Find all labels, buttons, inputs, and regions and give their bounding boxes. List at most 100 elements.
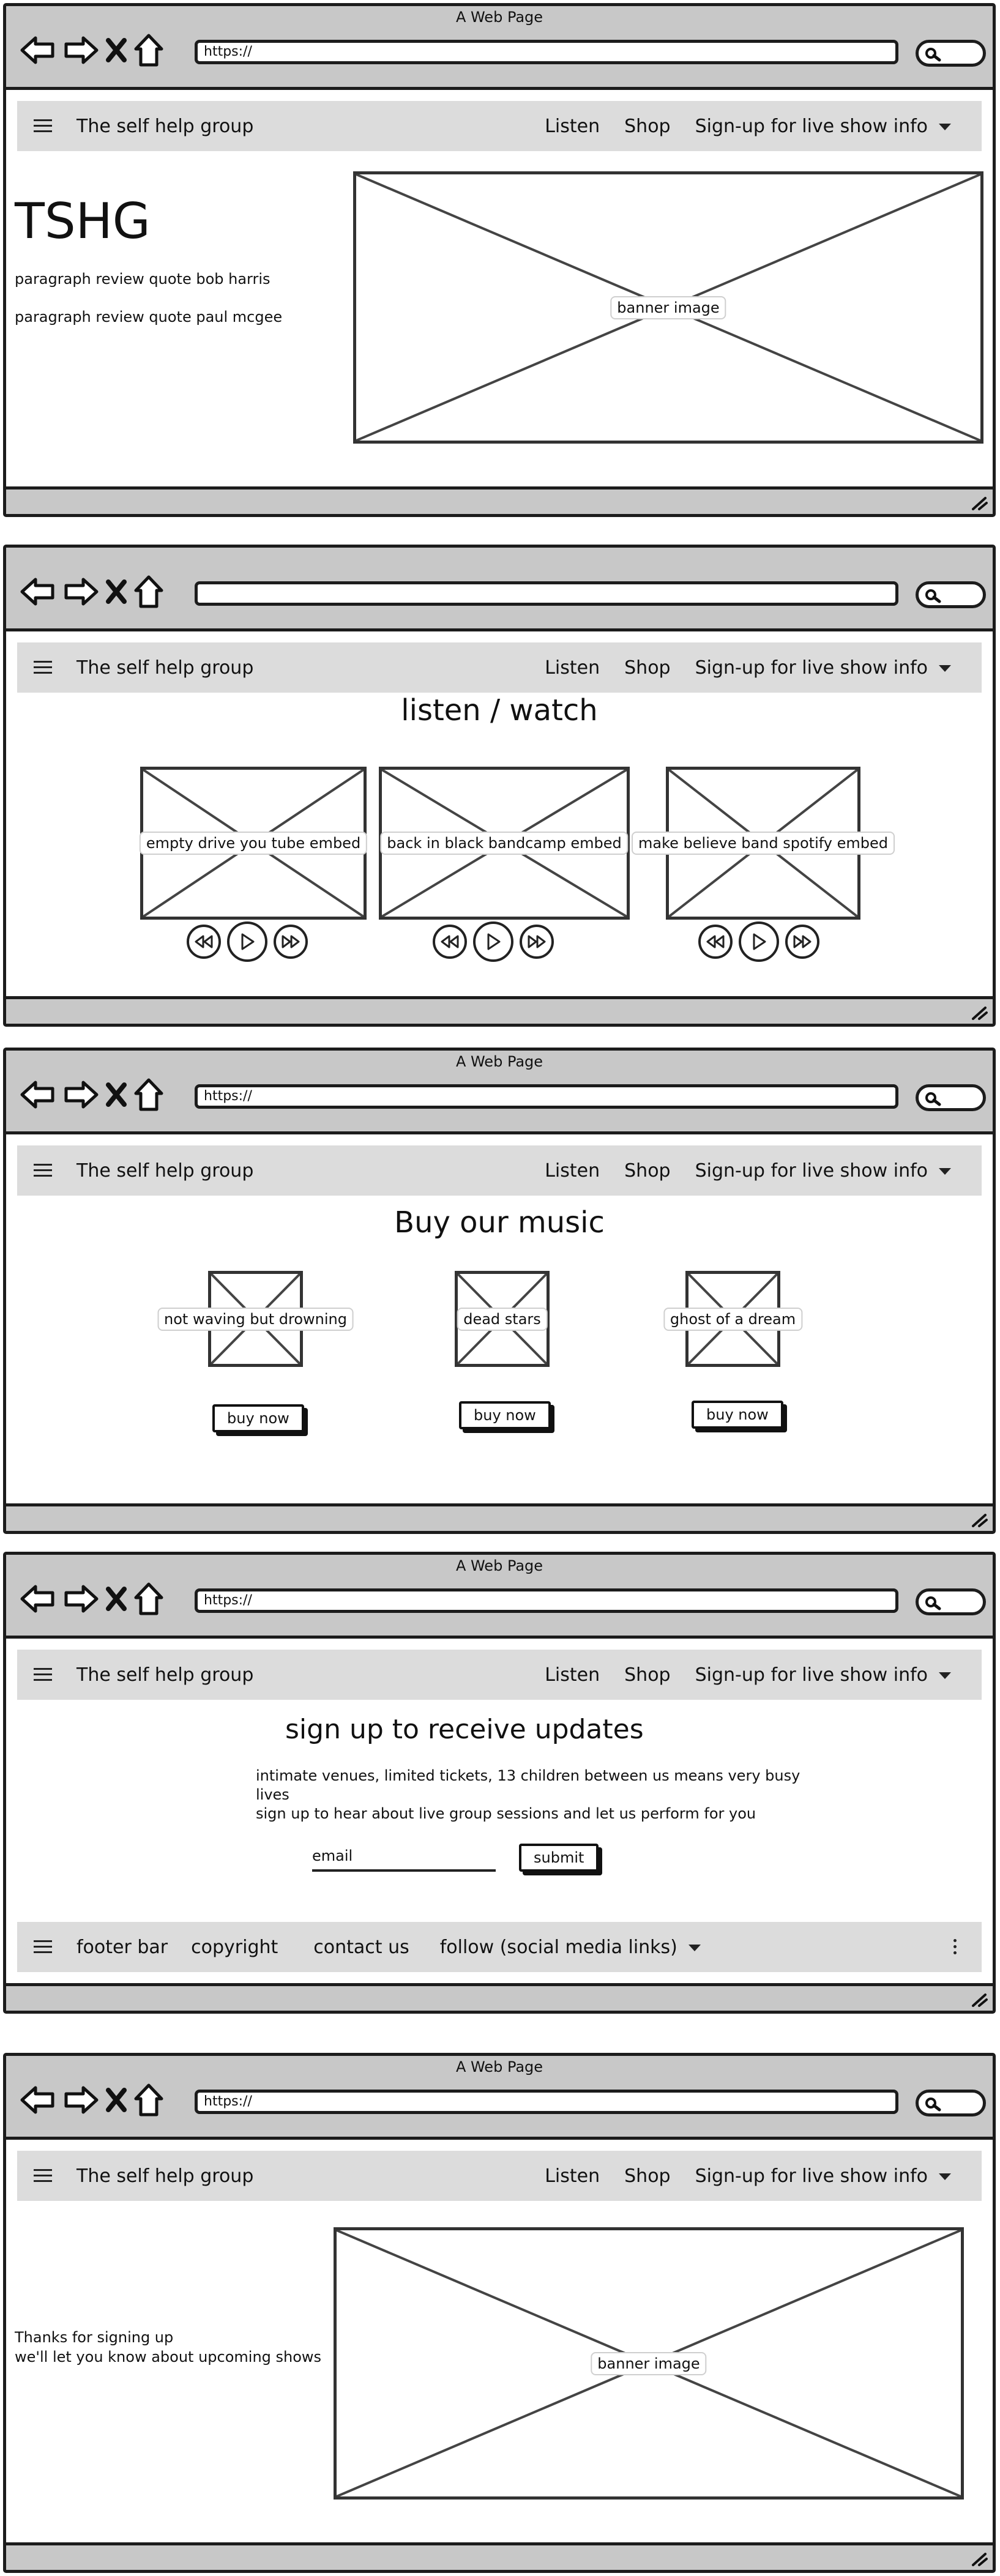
product-title: dead stars bbox=[457, 1307, 548, 1331]
close-icon[interactable] bbox=[105, 2086, 127, 2113]
back-arrow-icon[interactable] bbox=[20, 1584, 56, 1614]
nav-dropdown-label: Sign-up for live show info bbox=[695, 657, 928, 679]
section-heading: listen / watch bbox=[401, 693, 598, 728]
site-brand[interactable]: The self help group bbox=[76, 2165, 254, 2187]
site-brand[interactable]: The self help group bbox=[76, 1664, 254, 1686]
hamburger-menu-icon[interactable] bbox=[34, 119, 52, 133]
fast-forward-button[interactable] bbox=[785, 925, 819, 959]
forward-arrow-icon[interactable] bbox=[62, 2085, 99, 2115]
forward-arrow-icon[interactable] bbox=[62, 1584, 99, 1614]
address-bar[interactable]: https:// bbox=[195, 1588, 898, 1613]
play-icon bbox=[487, 933, 501, 950]
nav-dropdown-signup[interactable]: Sign-up for live show info bbox=[695, 116, 951, 137]
nav-link-listen[interactable]: Listen bbox=[545, 115, 600, 137]
buy-now-button[interactable]: buy now bbox=[212, 1404, 304, 1432]
youtube-embed[interactable]: empty drive you tube embed bbox=[139, 767, 368, 920]
nav-link-listen[interactable]: Listen bbox=[545, 1160, 600, 1182]
resize-grip-icon[interactable] bbox=[969, 1513, 988, 1527]
nav-link-shop[interactable]: Shop bbox=[624, 115, 671, 137]
rewind-button[interactable] bbox=[698, 925, 733, 959]
fast-forward-button[interactable] bbox=[520, 925, 554, 959]
nav-link-listen[interactable]: Listen bbox=[545, 657, 600, 679]
home-icon[interactable] bbox=[133, 1078, 164, 1112]
home-icon[interactable] bbox=[133, 33, 164, 67]
close-icon[interactable] bbox=[105, 578, 127, 605]
rewind-button[interactable] bbox=[187, 925, 221, 959]
nav-link-listen[interactable]: Listen bbox=[545, 2165, 600, 2187]
nav-dropdown-label: Sign-up for live show info bbox=[695, 115, 928, 137]
address-bar[interactable]: https:// bbox=[195, 1084, 898, 1109]
nav-dropdown-signup[interactable]: Sign-up for live show info bbox=[695, 657, 951, 679]
site-brand[interactable]: The self help group bbox=[76, 657, 254, 679]
nav-link-shop[interactable]: Shop bbox=[624, 657, 671, 679]
home-icon[interactable] bbox=[133, 575, 164, 609]
review-quote-paul-mcgee: paragraph review quote paul mcgee bbox=[15, 308, 283, 326]
back-arrow-icon[interactable] bbox=[20, 1079, 56, 1110]
window-title: A Web Page bbox=[455, 9, 543, 26]
forward-arrow-icon[interactable] bbox=[62, 576, 99, 607]
browser-search-box[interactable] bbox=[916, 1084, 986, 1111]
resize-grip-icon[interactable] bbox=[969, 2552, 988, 2566]
browser-chrome bbox=[6, 548, 993, 631]
product-image[interactable]: dead stars bbox=[455, 1271, 550, 1367]
site-brand[interactable]: The self help group bbox=[76, 115, 254, 137]
footer-label: footer bar bbox=[76, 1936, 168, 1958]
play-button[interactable] bbox=[473, 921, 513, 962]
product-image[interactable]: ghost of a dream bbox=[663, 1271, 803, 1367]
resize-grip-icon[interactable] bbox=[969, 1005, 988, 1020]
nav-link-shop[interactable]: Shop bbox=[624, 1160, 671, 1182]
fast-forward-icon bbox=[528, 935, 546, 948]
email-field[interactable]: email bbox=[312, 1842, 496, 1873]
resize-grip-icon[interactable] bbox=[969, 496, 988, 510]
nav-link-shop[interactable]: Shop bbox=[624, 1664, 671, 1686]
email-field-underline bbox=[312, 1869, 496, 1872]
back-arrow-icon[interactable] bbox=[20, 35, 56, 65]
play-icon bbox=[241, 933, 255, 950]
hamburger-menu-icon[interactable] bbox=[34, 1668, 52, 1681]
submit-button[interactable]: submit bbox=[519, 1844, 599, 1872]
back-arrow-icon[interactable] bbox=[20, 2085, 56, 2115]
hamburger-menu-icon[interactable] bbox=[34, 1164, 52, 1177]
site-brand[interactable]: The self help group bbox=[76, 1160, 254, 1182]
browser-search-box[interactable] bbox=[916, 581, 986, 608]
nav-dropdown-signup[interactable]: Sign-up for live show info bbox=[695, 1160, 951, 1182]
more-options-icon[interactable] bbox=[953, 1939, 957, 1955]
close-icon[interactable] bbox=[105, 37, 127, 64]
close-icon[interactable] bbox=[105, 1081, 127, 1108]
browser-search-box[interactable] bbox=[916, 2090, 986, 2116]
fast-forward-icon bbox=[282, 935, 300, 948]
nav-link-listen[interactable]: Listen bbox=[545, 1664, 600, 1686]
forward-arrow-icon[interactable] bbox=[62, 1079, 99, 1110]
back-arrow-icon[interactable] bbox=[20, 576, 56, 607]
address-bar[interactable] bbox=[195, 581, 898, 606]
hamburger-menu-icon[interactable] bbox=[34, 661, 52, 674]
footer-dropdown-follow[interactable]: follow (social media links) bbox=[440, 1937, 701, 1958]
close-icon[interactable] bbox=[105, 1585, 127, 1612]
home-icon[interactable] bbox=[133, 1582, 164, 1616]
browser-window-shop: A Web Page https:// The self help group … bbox=[3, 1048, 996, 1534]
bandcamp-embed[interactable]: back in black bandcamp embed bbox=[379, 767, 630, 920]
browser-search-box[interactable] bbox=[916, 1588, 986, 1615]
home-icon[interactable] bbox=[133, 2083, 164, 2117]
rewind-button[interactable] bbox=[433, 925, 467, 959]
hamburger-menu-icon[interactable] bbox=[34, 1940, 52, 1954]
product-image[interactable]: not waving but drowning bbox=[157, 1271, 354, 1367]
hamburger-menu-icon[interactable] bbox=[34, 2169, 52, 2183]
play-button[interactable] bbox=[227, 921, 267, 962]
resize-grip-icon[interactable] bbox=[969, 1992, 988, 2007]
address-bar[interactable]: https:// bbox=[195, 40, 898, 64]
footer-link-copyright[interactable]: copyright bbox=[191, 1936, 278, 1958]
address-bar[interactable]: https:// bbox=[195, 2090, 898, 2114]
nav-link-shop[interactable]: Shop bbox=[624, 2165, 671, 2187]
buy-now-button[interactable]: buy now bbox=[459, 1401, 551, 1429]
buy-now-button[interactable]: buy now bbox=[692, 1401, 783, 1429]
nav-dropdown-signup[interactable]: Sign-up for live show info bbox=[695, 2165, 951, 2187]
nav-dropdown-signup[interactable]: Sign-up for live show info bbox=[695, 1664, 951, 1686]
play-button[interactable] bbox=[739, 921, 779, 962]
browser-search-box[interactable] bbox=[916, 40, 986, 67]
forward-arrow-icon[interactable] bbox=[62, 35, 99, 65]
nav-links: Listen Shop Sign-up for live show info bbox=[520, 1664, 951, 1686]
footer-link-contact-us[interactable]: contact us bbox=[313, 1936, 409, 1958]
spotify-embed[interactable]: make believe band spotify embed bbox=[632, 767, 895, 920]
fast-forward-button[interactable] bbox=[274, 925, 308, 959]
